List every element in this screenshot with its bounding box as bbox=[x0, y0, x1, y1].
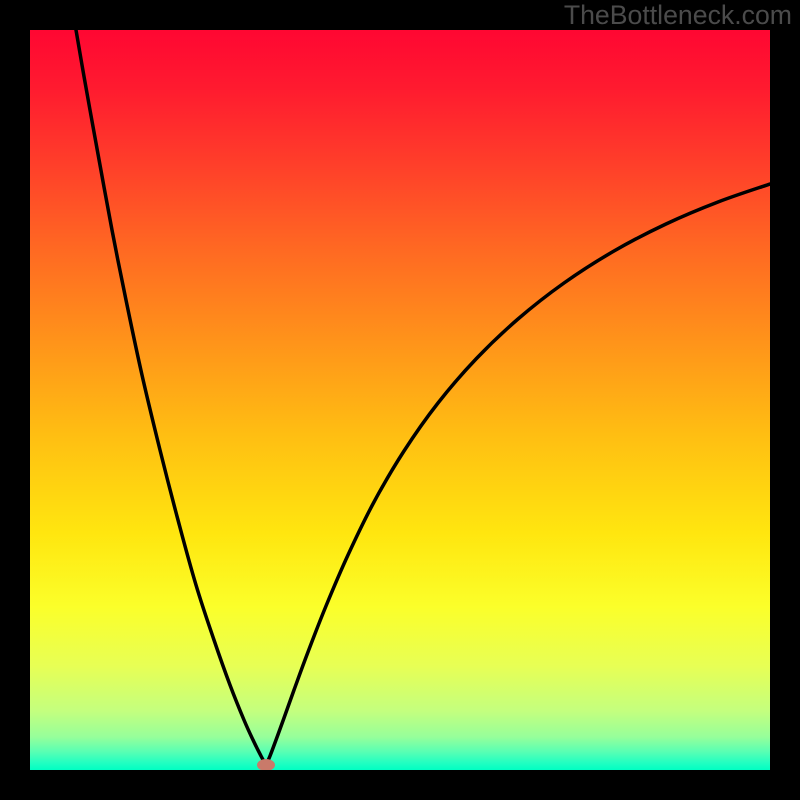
chart-canvas: TheBottleneck.com bbox=[0, 0, 800, 800]
watermark-text: TheBottleneck.com bbox=[564, 0, 792, 31]
optimum-marker bbox=[257, 759, 275, 770]
curve-left-branch bbox=[76, 30, 266, 765]
bottleneck-curve bbox=[30, 30, 770, 770]
plot-area bbox=[30, 30, 770, 770]
curve-right-branch bbox=[266, 184, 770, 765]
